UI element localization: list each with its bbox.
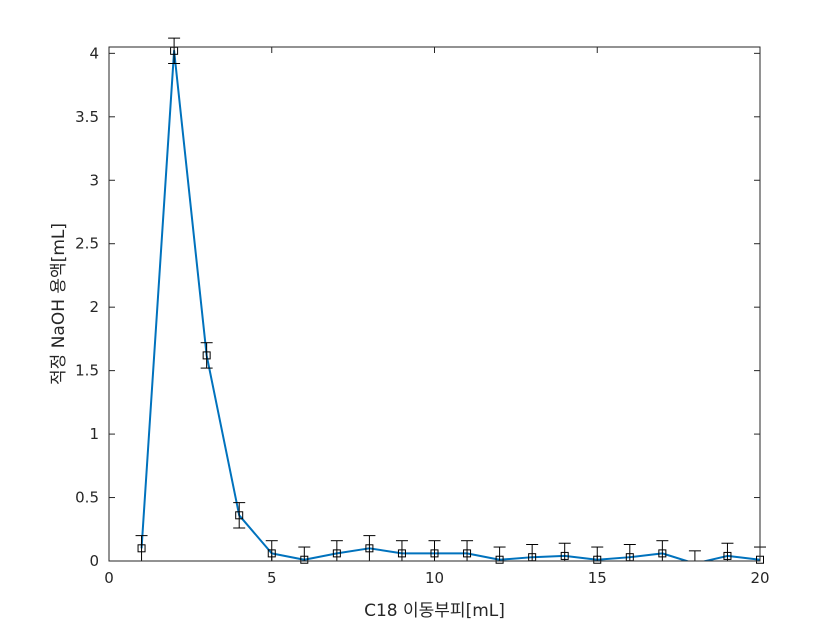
y-tick-label: 1.5 bbox=[75, 362, 99, 380]
y-tick-label: 4 bbox=[89, 44, 99, 62]
data-point-marker bbox=[137, 544, 146, 553]
data-point-marker bbox=[397, 549, 406, 558]
x-tick-label: 10 bbox=[425, 569, 444, 587]
data-point-marker bbox=[235, 511, 244, 520]
data-point-marker bbox=[365, 544, 374, 553]
y-tick-label: 2.5 bbox=[75, 235, 99, 253]
series-line bbox=[140, 49, 760, 561]
plot-area-frame bbox=[108, 46, 761, 562]
y-tick-label: 0 bbox=[89, 552, 99, 570]
data-point-marker bbox=[560, 551, 569, 560]
x-tick-label: 15 bbox=[588, 569, 607, 587]
data-point-marker bbox=[300, 555, 309, 564]
data-point-marker bbox=[658, 549, 667, 558]
data-point-marker bbox=[202, 351, 211, 360]
y-tick-label: 1 bbox=[89, 425, 99, 443]
y-tick-label: 3.5 bbox=[75, 108, 99, 126]
x-tick-label: 20 bbox=[750, 569, 769, 587]
y-axis-label: 적정 NaOH 용액[mL] bbox=[49, 223, 69, 385]
data-point-marker bbox=[332, 549, 341, 558]
x-tick-label: 0 bbox=[104, 569, 114, 587]
data-point-marker bbox=[463, 549, 472, 558]
data-point-marker bbox=[267, 549, 276, 558]
y-tick-label: 2 bbox=[89, 298, 99, 316]
x-tick-label: 5 bbox=[267, 569, 277, 587]
data-point-marker bbox=[593, 555, 602, 564]
data-point-marker bbox=[495, 555, 504, 564]
y-tick-label: 3 bbox=[89, 171, 99, 189]
data-point-marker bbox=[723, 551, 732, 560]
plot-background bbox=[109, 47, 760, 561]
data-point-marker bbox=[430, 549, 439, 558]
x-axis-label: C18 이동부피[mL] bbox=[364, 601, 505, 621]
y-tick-label: 0.5 bbox=[75, 489, 99, 507]
